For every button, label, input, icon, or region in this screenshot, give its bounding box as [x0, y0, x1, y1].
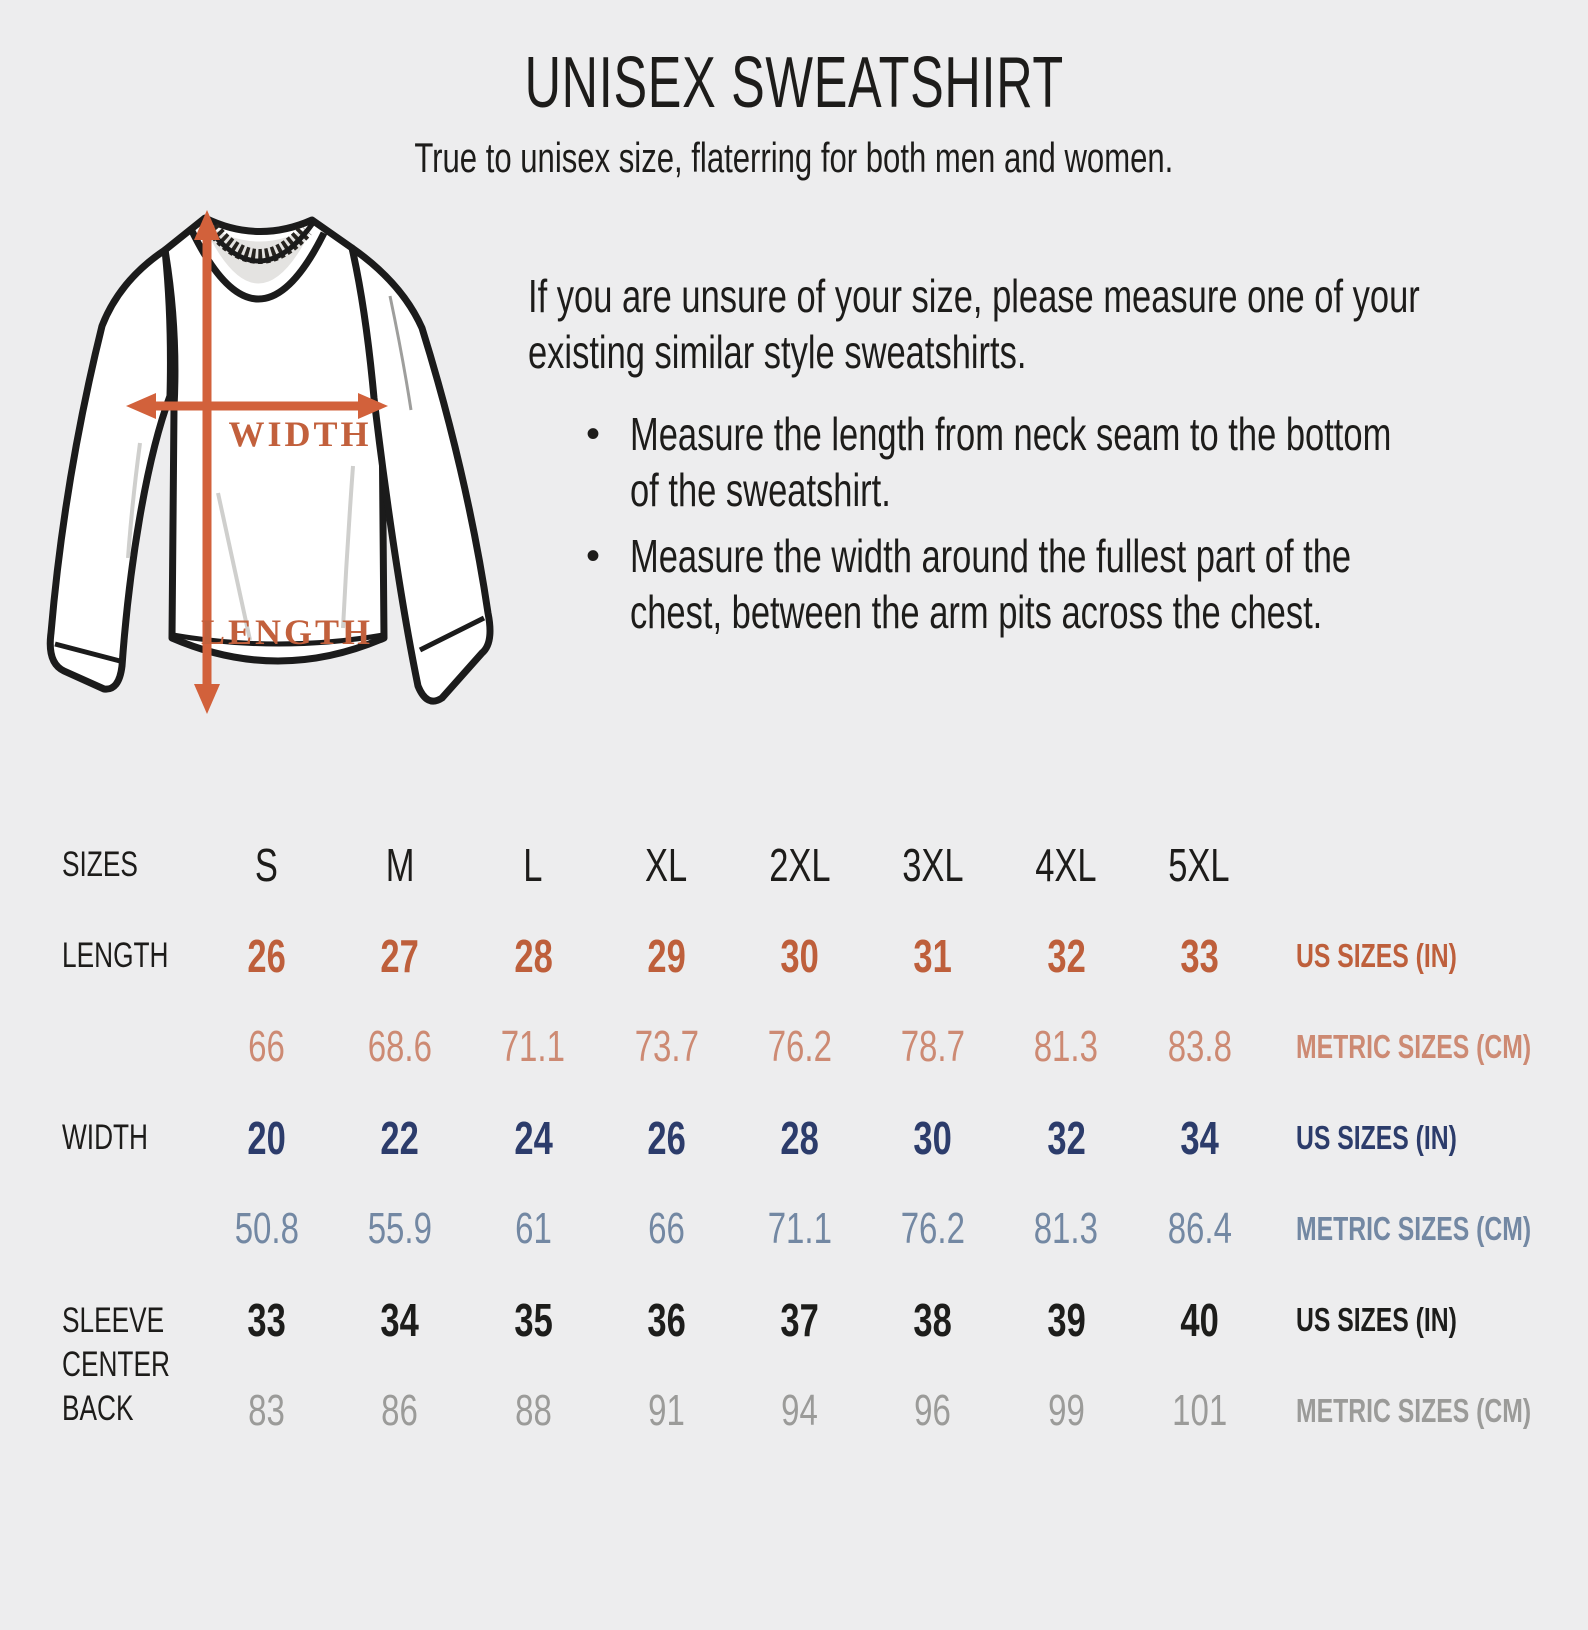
unit-label: US SIZES (IN)	[1296, 1118, 1457, 1156]
table-cell: 66	[648, 1203, 685, 1253]
bullet-line: chest, between the arm pits across the c…	[630, 586, 1323, 638]
bullet-icon: •	[586, 412, 601, 456]
intro-line: existing similar style sweatshirts.	[528, 326, 1027, 378]
unit-label: METRIC SIZES (CM)	[1296, 1391, 1532, 1429]
bullet-item-length: • Measure the length from neck seam to t…	[528, 406, 1588, 518]
diagram-length-label: LENGTH	[201, 612, 373, 652]
table-cell: 28	[513, 929, 553, 982]
table-cell: 32	[1046, 1111, 1086, 1164]
table-cell: 50.8	[234, 1203, 299, 1253]
table-cell: 73.7	[634, 1021, 699, 1071]
table-cell: 61	[514, 1203, 552, 1253]
unit-label: METRIC SIZES (CM)	[1296, 1027, 1532, 1065]
table-cell: 68.6	[367, 1021, 432, 1071]
table-cell: 36	[647, 1293, 686, 1346]
page-subtitle: True to unisex size, flaterring for both…	[414, 134, 1174, 181]
table-cell: 27	[380, 929, 420, 982]
table-header-sizes: SIZES	[62, 844, 138, 884]
table-cell: 96	[914, 1385, 952, 1435]
size-column-header: XL	[645, 838, 688, 891]
page-title: UNISEX SWEATSHIRT	[524, 43, 1064, 123]
unit-label: US SIZES (IN)	[1296, 1300, 1457, 1338]
size-column-header: 5XL	[1168, 838, 1231, 891]
table-cell: 35	[513, 1293, 553, 1346]
diagram-width-label: WIDTH	[228, 414, 371, 454]
table-cell: 24	[513, 1111, 553, 1164]
table-cell: 91	[648, 1385, 685, 1435]
bullet-item-width: • Measure the width around the fullest p…	[528, 528, 1588, 640]
size-column-header: 3XL	[902, 838, 964, 891]
instruction-bullets: • Measure the length from neck seam to t…	[528, 406, 1588, 640]
table-cell: 31	[913, 929, 953, 982]
table-cell: 22	[380, 1111, 420, 1164]
hero-section: WIDTH LENGTH If you are unsure of your s…	[0, 198, 1588, 723]
table-cell: 71.1	[767, 1203, 832, 1253]
row-label-length: LENGTH	[62, 935, 169, 975]
table-cell: 33	[247, 1293, 286, 1346]
table-cell: 26	[247, 929, 286, 982]
table-cell: 76.2	[900, 1203, 965, 1253]
size-column-header: S	[255, 838, 279, 891]
table-cell: 26	[647, 1111, 686, 1164]
table-cell: 76.2	[767, 1021, 832, 1071]
bullet-line: Measure the length from neck seam to the…	[630, 408, 1392, 460]
size-column-header: M	[385, 838, 415, 891]
bullet-line: Measure the width around the fullest par…	[630, 530, 1352, 582]
table-cell: 101	[1171, 1385, 1227, 1435]
table-cell: 33	[1180, 929, 1219, 982]
table-cell: 30	[913, 1111, 953, 1164]
table-cell: 55.9	[367, 1203, 432, 1253]
table-cell: 83.8	[1167, 1021, 1232, 1071]
table-cell: 78.7	[900, 1021, 965, 1071]
table-cell: 66	[248, 1021, 285, 1071]
table-cell: 20	[247, 1111, 286, 1164]
table-cell: 34	[1180, 1111, 1219, 1164]
table-cell: 99	[1047, 1385, 1085, 1435]
bullet-icon: •	[586, 534, 601, 578]
table-cell: 39	[1046, 1293, 1086, 1346]
table-cell: 30	[780, 929, 819, 982]
sweatshirt-diagram: WIDTH LENGTH	[22, 198, 542, 723]
row-label-sleeve-center-back: SLEEVE CENTER BACK	[62, 1301, 170, 1428]
table-cell: 38	[913, 1293, 953, 1346]
unit-label: METRIC SIZES (CM)	[1296, 1209, 1532, 1247]
table-cell: 71.1	[501, 1021, 566, 1071]
table-cell: 86.4	[1167, 1203, 1232, 1253]
size-column-header: 4XL	[1035, 838, 1097, 891]
row-label-width: WIDTH	[62, 1117, 149, 1157]
sweatshirt-illustration-icon: WIDTH LENGTH	[46, 210, 494, 714]
table-cell: 40	[1180, 1293, 1219, 1346]
table-cell: 83	[248, 1385, 285, 1435]
bullet-line: of the sweatshirt.	[630, 464, 891, 516]
measuring-instructions: If you are unsure of your size, please m…	[528, 198, 1588, 723]
table-cell: 32	[1046, 929, 1086, 982]
table-cell: 94	[781, 1385, 818, 1435]
size-chart-table: SIZES S M L XL 2XL 3XL 4XL 5XL LENGTH 26…	[36, 819, 1552, 1456]
size-column-header: L	[523, 838, 543, 891]
size-column-header: 2XL	[768, 838, 831, 891]
table-cell: 88	[514, 1385, 552, 1435]
table-cell: 28	[780, 1111, 819, 1164]
table-cell: 86	[381, 1385, 419, 1435]
intro-line: If you are unsure of your size, please m…	[528, 270, 1420, 322]
table-cell: 34	[380, 1293, 420, 1346]
table-cell: 81.3	[1034, 1203, 1099, 1253]
unit-label: US SIZES (IN)	[1296, 936, 1457, 974]
table-cell: 81.3	[1034, 1021, 1099, 1071]
table-cell: 29	[647, 929, 686, 982]
table-cell: 37	[780, 1293, 819, 1346]
